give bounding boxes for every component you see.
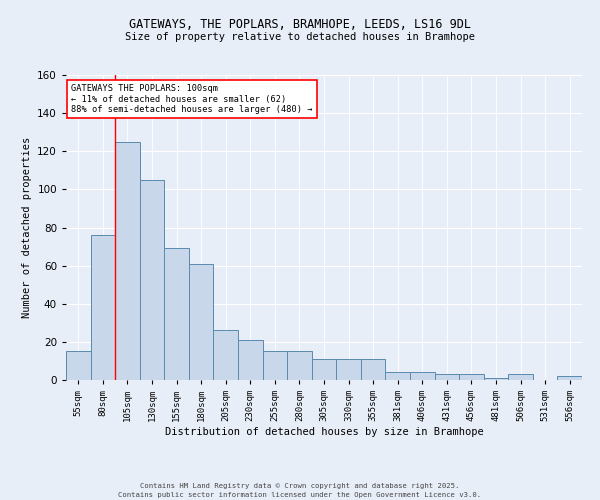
Bar	[91, 235, 115, 380]
Bar	[361, 359, 385, 380]
Bar	[66, 352, 91, 380]
Bar	[508, 374, 533, 380]
Bar	[434, 374, 459, 380]
Text: GATEWAYS, THE POPLARS, BRAMHOPE, LEEDS, LS16 9DL: GATEWAYS, THE POPLARS, BRAMHOPE, LEEDS, …	[129, 18, 471, 30]
Bar	[115, 142, 140, 380]
Text: GATEWAYS THE POPLARS: 100sqm
← 11% of detached houses are smaller (62)
88% of se: GATEWAYS THE POPLARS: 100sqm ← 11% of de…	[71, 84, 313, 114]
Bar	[336, 359, 361, 380]
Bar	[557, 376, 582, 380]
Bar	[214, 330, 238, 380]
Bar	[238, 340, 263, 380]
X-axis label: Distribution of detached houses by size in Bramhope: Distribution of detached houses by size …	[164, 427, 484, 437]
Text: Size of property relative to detached houses in Bramhope: Size of property relative to detached ho…	[125, 32, 475, 42]
Bar	[140, 180, 164, 380]
Bar	[385, 372, 410, 380]
Bar	[484, 378, 508, 380]
Bar	[410, 372, 434, 380]
Bar	[312, 359, 336, 380]
Bar	[189, 264, 214, 380]
Bar	[287, 352, 312, 380]
Text: Contains HM Land Registry data © Crown copyright and database right 2025.
Contai: Contains HM Land Registry data © Crown c…	[118, 483, 482, 498]
Bar	[263, 352, 287, 380]
Y-axis label: Number of detached properties: Number of detached properties	[22, 137, 32, 318]
Bar	[459, 374, 484, 380]
Bar	[164, 248, 189, 380]
